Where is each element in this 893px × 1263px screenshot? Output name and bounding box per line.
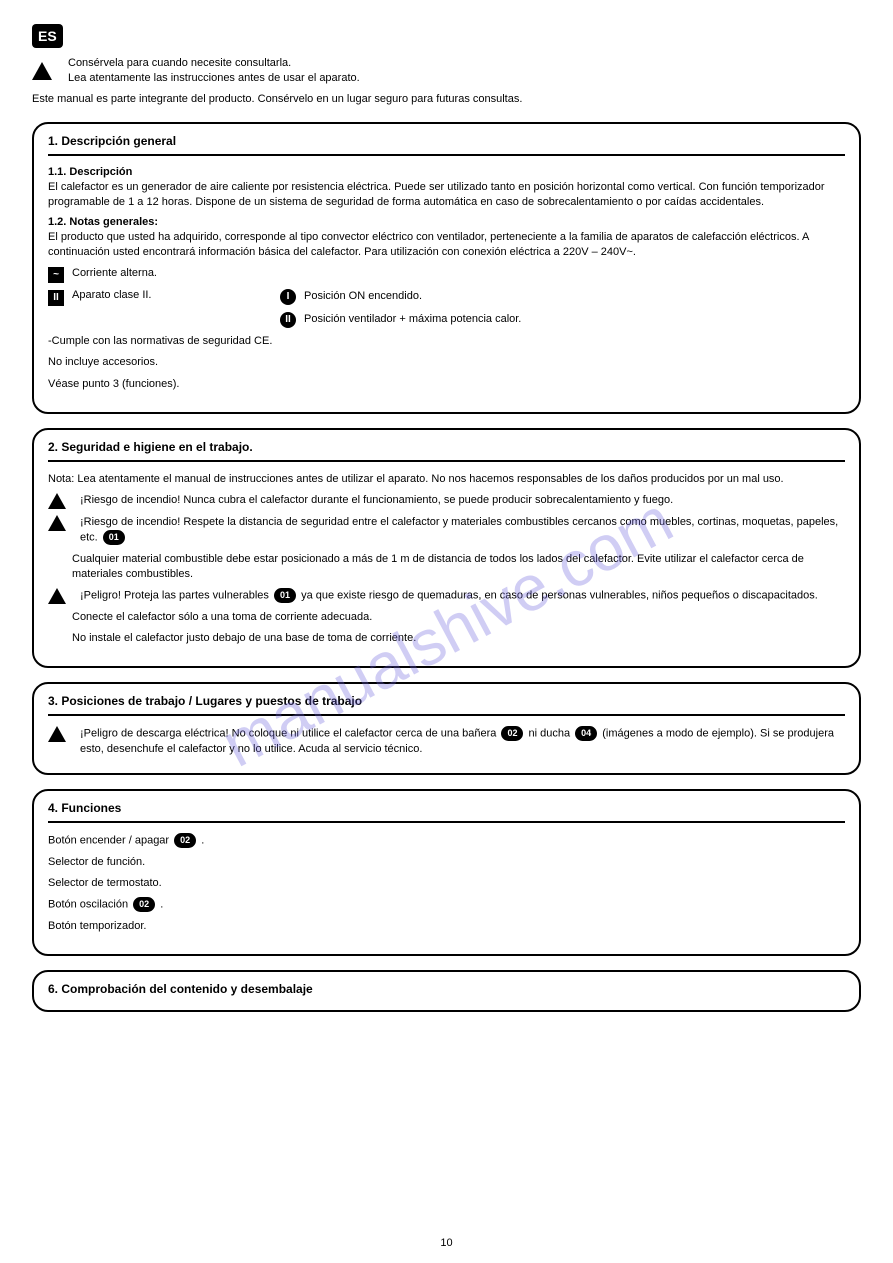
glyph-row: II Posición ventilador + máxima potencia…	[48, 312, 845, 328]
function-line: Botón temporizador.	[48, 919, 845, 934]
notes-body: El producto que usted ha adquirido, corr…	[48, 230, 845, 260]
warning-row: ¡Peligro! Proteja las partes vulnerables…	[48, 588, 845, 604]
position-fan-icon: II	[280, 312, 296, 328]
subsection-title: 1.1. Descripción	[48, 166, 845, 178]
function-line: Selector de función.	[48, 855, 845, 870]
safety-line: Conecte el calefactor sólo a una toma de…	[48, 610, 845, 625]
header-line-2: Lea atentamente las instrucciones antes …	[68, 71, 861, 86]
header-line-3: Este manual es parte integrante del prod…	[32, 92, 861, 107]
section-functions: 4. Funciones Botón encender / apagar 02 …	[32, 789, 861, 956]
section-description: 1. Descripción general 1.1. Descripción …	[32, 122, 861, 414]
ce-note: -Cumple con las normativas de seguridad …	[48, 334, 845, 349]
warning-icon	[48, 588, 66, 604]
section-title: 2. Seguridad e higiene en el trabajo.	[48, 440, 845, 462]
section-positions: 3. Posiciones de trabajo / Lugares y pue…	[32, 682, 861, 775]
description-body: El calefactor es un generador de aire ca…	[48, 180, 845, 210]
section-unpacking: 6. Comprobación del contenido y desembal…	[32, 970, 861, 1012]
warning-icon	[48, 726, 66, 742]
position-on-icon: I	[280, 289, 296, 305]
section-title: 3. Posiciones de trabajo / Lugares y pue…	[48, 694, 845, 716]
ref-bubble-02: 02	[174, 833, 196, 848]
warning-text: ¡Peligro de descarga eléctrica! No coloq…	[80, 726, 845, 757]
glyph-label: Posición ON encendido.	[304, 289, 845, 304]
section-safety: 2. Seguridad e higiene en el trabajo. No…	[32, 428, 861, 669]
functions-hint: Véase punto 3 (funciones).	[48, 377, 845, 392]
header-line-1: Consérvela para cuando necesite consulta…	[68, 56, 861, 71]
ac-icon: ~	[48, 267, 64, 283]
warning-text: ¡Peligro! Proteja las partes vulnerables…	[80, 588, 845, 604]
function-line: Selector de termostato.	[48, 876, 845, 891]
language-badge: ES	[32, 24, 63, 48]
warning-row: ¡Peligro de descarga eléctrica! No coloq…	[48, 726, 845, 757]
ref-bubble-01: 01	[274, 588, 296, 603]
function-line: Botón oscilación 02 .	[48, 897, 845, 913]
ref-bubble-01: 01	[103, 530, 125, 545]
subsection-title: 1.2. Notas generales:	[48, 216, 845, 228]
section-title: 6. Comprobación del contenido y desembal…	[48, 982, 845, 996]
safety-note: Nota: Lea atentamente el manual de instr…	[48, 472, 845, 487]
glyph-label: Aparato clase II.	[72, 289, 272, 301]
header-warning-row: Consérvela para cuando necesite consulta…	[32, 56, 861, 86]
class2-icon: II	[48, 290, 64, 306]
ref-bubble-02: 02	[133, 897, 155, 912]
warning-text: ¡Riesgo de incendio! Nunca cubra el cale…	[80, 493, 845, 508]
ref-bubble-04: 04	[575, 726, 597, 741]
glyph-label: Posición ventilador + máxima potencia ca…	[304, 312, 845, 327]
glyph-row: II Aparato clase II. I Posición ON encen…	[48, 289, 845, 306]
glyph-label: Corriente alterna.	[72, 266, 845, 281]
warning-row: ¡Riesgo de incendio! Nunca cubra el cale…	[48, 493, 845, 509]
warning-text: ¡Riesgo de incendio! Respete la distanci…	[80, 515, 845, 546]
warning-icon	[48, 493, 66, 509]
warning-icon	[48, 515, 66, 531]
section-title: 1. Descripción general	[48, 134, 845, 156]
safety-line: No instale el calefactor justo debajo de…	[48, 631, 845, 646]
header-text-block: Consérvela para cuando necesite consulta…	[68, 56, 861, 86]
ref-bubble-02: 02	[501, 726, 523, 741]
function-line: Botón encender / apagar 02 .	[48, 833, 845, 849]
warning-text-cont: Cualquier material combustible debe esta…	[48, 552, 845, 582]
page-number: 10	[440, 1237, 452, 1249]
glyph-row: ~ Corriente alterna.	[48, 266, 845, 283]
warning-row: ¡Riesgo de incendio! Respete la distanci…	[48, 515, 845, 546]
section-title: 4. Funciones	[48, 801, 845, 823]
accessories-note: No incluye accesorios.	[48, 355, 845, 370]
warning-icon	[32, 62, 52, 80]
